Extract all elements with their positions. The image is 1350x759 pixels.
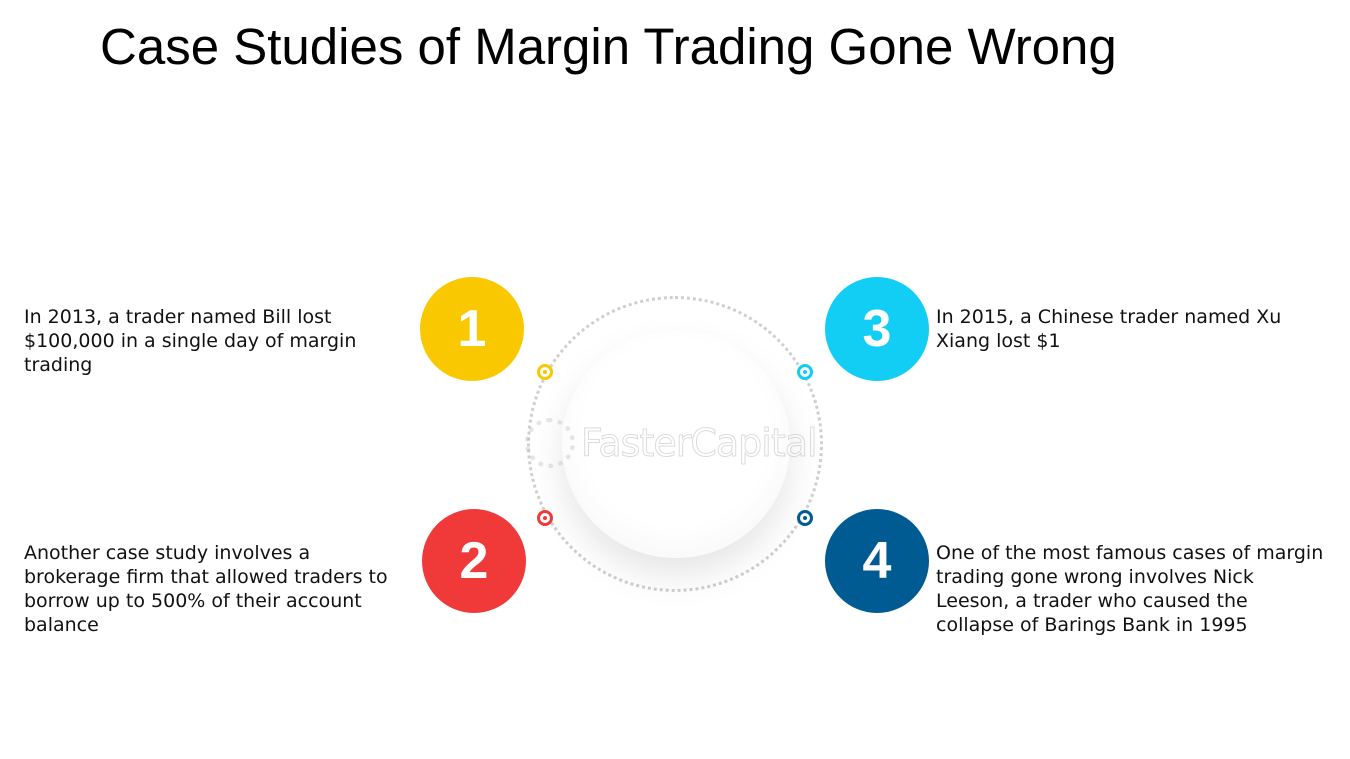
case-description-2: Another case study involves a brokerage … — [24, 542, 388, 636]
step-badge-2: 2 — [422, 509, 526, 613]
step-badge-3: 3 — [825, 277, 929, 381]
case-description-4: One of the most famous cases of margin t… — [936, 542, 1324, 636]
watermark-text: FasterCapital — [581, 421, 819, 466]
case-description-3: In 2015, a Chinese trader named Xu Xiang… — [936, 306, 1282, 352]
case-description-1: In 2013, a trader named Bill lost $100,0… — [24, 306, 357, 376]
connector-node-4 — [797, 510, 813, 526]
step-badge-4: 4 — [825, 509, 929, 613]
watermark-logo: FasterCapital — [525, 418, 819, 468]
connector-node-1 — [537, 364, 553, 380]
step-badge-1: 1 — [420, 277, 524, 381]
page-title: Case Studies of Margin Trading Gone Wron… — [100, 18, 1117, 75]
connector-node-2 — [537, 510, 553, 526]
center-disc — [562, 330, 790, 558]
connector-node-3 — [797, 364, 813, 380]
gear-icon — [525, 418, 575, 468]
